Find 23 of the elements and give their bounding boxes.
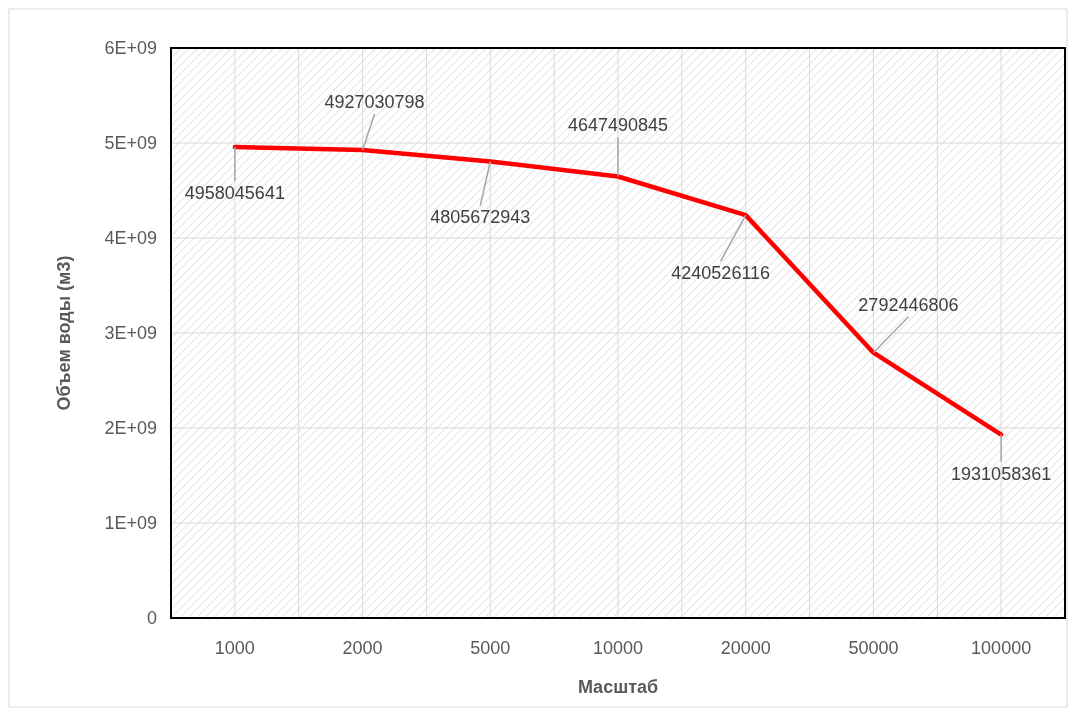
y-tick-label: 4E+09	[104, 228, 157, 249]
y-tick-label: 3E+09	[104, 323, 157, 344]
data-label: 4647490845	[567, 115, 669, 136]
x-axis-title: Масштаб	[577, 677, 659, 697]
data-label: 4240526116	[671, 263, 771, 284]
data-label: 4927030798	[324, 91, 425, 112]
x-tick-label: 20000	[720, 638, 771, 658]
data-label: 4958045641	[184, 182, 285, 203]
y-tick-label: 6E+09	[104, 38, 157, 59]
y-axis-title: Объем воды (м3)	[54, 255, 74, 411]
data-label: 1931058361	[951, 463, 1052, 484]
y-tick-label: 1E+09	[104, 513, 157, 534]
y-tick-label: 0	[146, 608, 157, 629]
x-tick-label: 100000	[971, 638, 1032, 658]
data-label: 4805672943	[430, 207, 531, 228]
y-tick-label: 2E+09	[104, 418, 157, 439]
x-tick-label: 50000	[848, 638, 899, 658]
x-tick-label: 5000	[470, 638, 511, 658]
data-label: 2792446806	[858, 294, 959, 315]
x-tick-label: 10000	[592, 638, 644, 658]
y-tick-label: 5E+09	[104, 133, 157, 154]
x-tick-label: 2000	[342, 638, 383, 658]
x-tick-label: 1000	[214, 638, 255, 658]
